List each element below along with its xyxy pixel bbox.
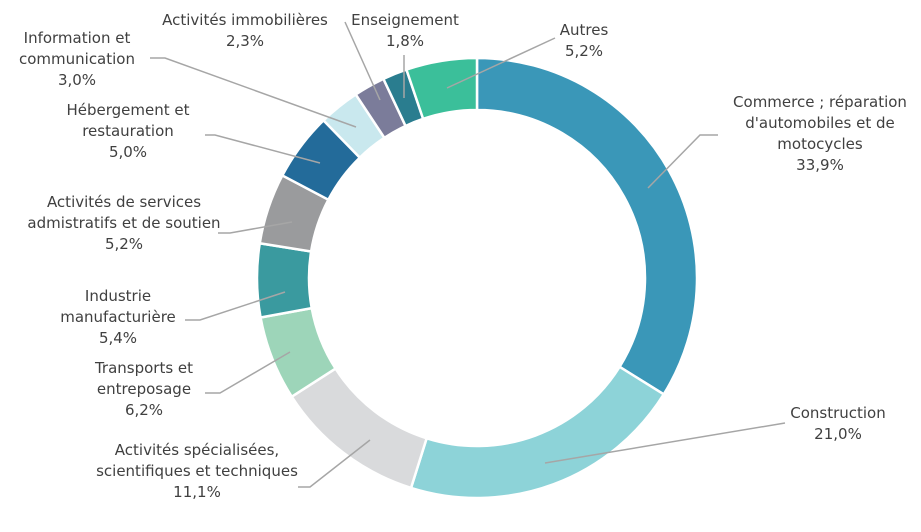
value-label: 5,2%	[104, 235, 144, 253]
leader-line	[544, 422, 786, 464]
donut-segment	[404, 56, 479, 121]
category-label: Activités de services admistratifs et de…	[27, 193, 221, 232]
slice-label: Enseignement 1,8%	[340, 10, 470, 52]
donut-segment	[409, 365, 666, 500]
value-label: 5,4%	[98, 329, 138, 347]
leader-line	[205, 134, 321, 164]
leader-line	[446, 37, 556, 89]
category-label: Autres	[559, 21, 609, 39]
category-label: Information et communication	[18, 29, 135, 68]
value-label: 1,8%	[385, 32, 425, 50]
leader-line	[647, 134, 718, 189]
slice-label: Activités immobilières 2,3%	[145, 10, 345, 52]
value-label: 2,3%	[225, 32, 265, 50]
category-label: Construction	[790, 404, 886, 422]
value-label: 5,0%	[108, 143, 148, 161]
donut-segment	[255, 241, 314, 319]
slice-label: Transports et entreposage 6,2%	[74, 358, 214, 421]
value-label: 3,0%	[57, 71, 97, 89]
category-label: Commerce ; réparation d'automobiles et d…	[733, 93, 907, 153]
category-label: Activités immobilières	[162, 11, 328, 29]
category-label: Enseignement	[351, 11, 459, 29]
slice-label: Information et communication 3,0%	[0, 28, 157, 91]
category-label: Activités spécialisées, scientifiques et…	[96, 441, 298, 480]
value-label: 5,2%	[564, 42, 604, 60]
value-label: 11,1%	[173, 483, 221, 501]
leader-line	[218, 221, 293, 234]
slice-label: Activités spécialisées, scientifiques et…	[87, 440, 307, 503]
donut-segment	[290, 366, 429, 490]
category-label: Industrie manufacturière	[60, 287, 176, 326]
slice-label: Autres 5,2%	[544, 20, 624, 62]
leader-line	[185, 291, 286, 321]
value-label: 21,0%	[814, 425, 862, 443]
leader-line	[298, 439, 371, 488]
slice-label: Hébergement et restauration 5,0%	[43, 100, 213, 163]
leader-line	[205, 351, 291, 394]
category-label: Transports et entreposage	[94, 359, 194, 398]
value-label: 33,9%	[796, 156, 844, 174]
donut-segment	[475, 56, 699, 397]
slice-label: Commerce ; réparation d'automobiles et d…	[718, 92, 921, 176]
slice-label: Activités de services admistratifs et de…	[19, 192, 229, 255]
leader-line	[150, 57, 357, 128]
slice-label: Industrie manufacturière 5,4%	[38, 286, 198, 349]
value-label: 6,2%	[124, 401, 164, 419]
category-label: Hébergement et restauration	[66, 101, 190, 140]
slice-label: Construction 21,0%	[778, 403, 898, 445]
leader-line	[344, 21, 381, 101]
